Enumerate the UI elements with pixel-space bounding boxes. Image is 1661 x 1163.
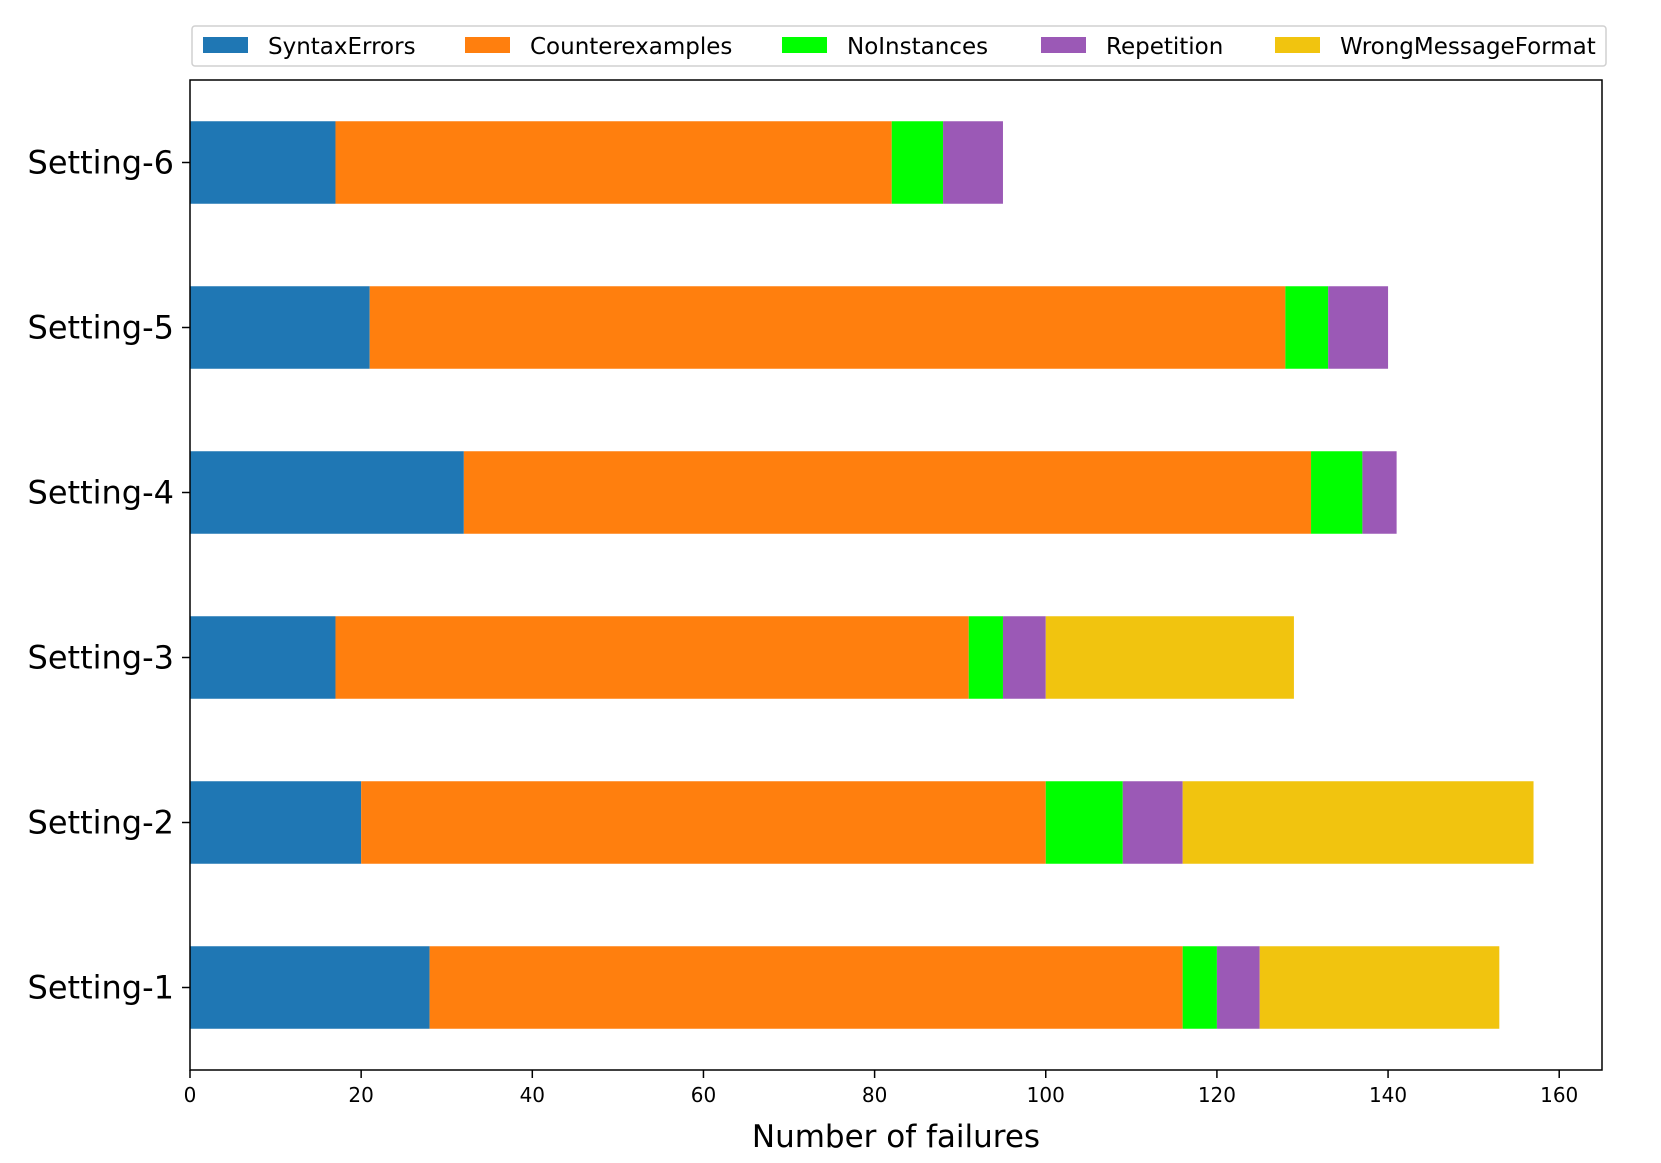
x-tick-label: 160 bbox=[1540, 1083, 1578, 1107]
legend: SyntaxErrors Counterexamples NoInstances Re… bbox=[191, 25, 1607, 67]
x-axis: 0 20 40 60 80 100 120 140 160 bbox=[184, 1070, 1578, 1107]
bar-setting-2-wrongmessageformat bbox=[1182, 781, 1534, 864]
legend-label-repetition: Repetition bbox=[1106, 34, 1223, 60]
bar-setting-2-noinstances bbox=[1045, 781, 1123, 864]
bar-setting-5-counterexamples bbox=[369, 286, 1286, 369]
bar-setting-4-repetition bbox=[1362, 451, 1397, 534]
x-tick-label: 120 bbox=[1198, 1083, 1236, 1107]
bar-setting-2-repetition bbox=[1122, 781, 1183, 864]
legend-swatch-repetition bbox=[1041, 37, 1086, 53]
x-tick-label: 140 bbox=[1369, 1083, 1407, 1107]
plot-frame bbox=[189, 79, 1603, 1071]
bar-setting-3-noinstances bbox=[968, 616, 1003, 699]
legend-swatch-wrongmessageformat bbox=[1275, 37, 1320, 53]
legend-swatch-counterexamples bbox=[465, 37, 510, 53]
x-tick-label: 0 bbox=[184, 1083, 197, 1107]
bar-setting-3-syntaxerrors bbox=[190, 616, 336, 699]
bar-setting-4-syntaxerrors bbox=[190, 451, 464, 534]
x-tick-label: 20 bbox=[348, 1083, 373, 1107]
x-tick-label: 40 bbox=[520, 1083, 545, 1107]
bar-setting-5-repetition bbox=[1328, 286, 1389, 369]
bar-setting-6-syntaxerrors bbox=[190, 121, 336, 204]
bar-setting-4-counterexamples bbox=[463, 451, 1312, 534]
bar-setting-1-noinstances bbox=[1182, 946, 1217, 1029]
x-tick-label: 100 bbox=[1027, 1083, 1065, 1107]
x-tick-label: 60 bbox=[691, 1083, 716, 1107]
legend-swatch-noinstances bbox=[782, 37, 827, 53]
bars-layer bbox=[190, 121, 1534, 1029]
y-tick-label-setting-5: Setting-5 bbox=[28, 309, 174, 347]
bar-setting-3-counterexamples bbox=[335, 616, 969, 699]
bar-setting-6-counterexamples bbox=[335, 121, 892, 204]
bar-setting-6-repetition bbox=[943, 121, 1003, 204]
legend-swatch-syntaxerrors bbox=[203, 37, 248, 53]
bar-setting-6-noinstances bbox=[891, 121, 944, 204]
y-axis: Setting-1 Setting-2 Setting-3 Setting-4 Sett… bbox=[28, 144, 190, 1007]
bar-setting-1-repetition bbox=[1216, 946, 1260, 1029]
bar-setting-1-counterexamples bbox=[429, 946, 1183, 1029]
y-tick-label-setting-1: Setting-1 bbox=[28, 969, 174, 1007]
legend-label-wrongmessageformat: WrongMessageFormat bbox=[1340, 34, 1596, 60]
y-tick-label-setting-4: Setting-4 bbox=[28, 474, 174, 512]
bar-setting-1-wrongmessageformat bbox=[1259, 946, 1500, 1029]
bar-setting-5-noinstances bbox=[1285, 286, 1329, 369]
bar-setting-3-repetition bbox=[1002, 616, 1046, 699]
y-tick-label-setting-3: Setting-3 bbox=[28, 639, 174, 677]
x-axis-title: Number of failures bbox=[752, 1119, 1040, 1155]
legend-frame bbox=[191, 25, 1607, 67]
legend-label-syntaxerrors: SyntaxErrors bbox=[268, 34, 416, 60]
legend-label-counterexamples: Counterexamples bbox=[530, 34, 732, 60]
legend-label-noinstances: NoInstances bbox=[847, 34, 988, 60]
bar-setting-5-syntaxerrors bbox=[190, 286, 370, 369]
bar-setting-4-noinstances bbox=[1311, 451, 1363, 534]
bar-setting-2-counterexamples bbox=[361, 781, 1046, 864]
bar-setting-1-syntaxerrors bbox=[190, 946, 430, 1029]
bar-setting-2-syntaxerrors bbox=[190, 781, 362, 864]
bar-setting-3-wrongmessageformat bbox=[1045, 616, 1294, 699]
y-tick-label-setting-2: Setting-2 bbox=[28, 804, 174, 842]
y-tick-label-setting-6: Setting-6 bbox=[28, 144, 174, 182]
x-tick-label: 80 bbox=[862, 1083, 887, 1107]
